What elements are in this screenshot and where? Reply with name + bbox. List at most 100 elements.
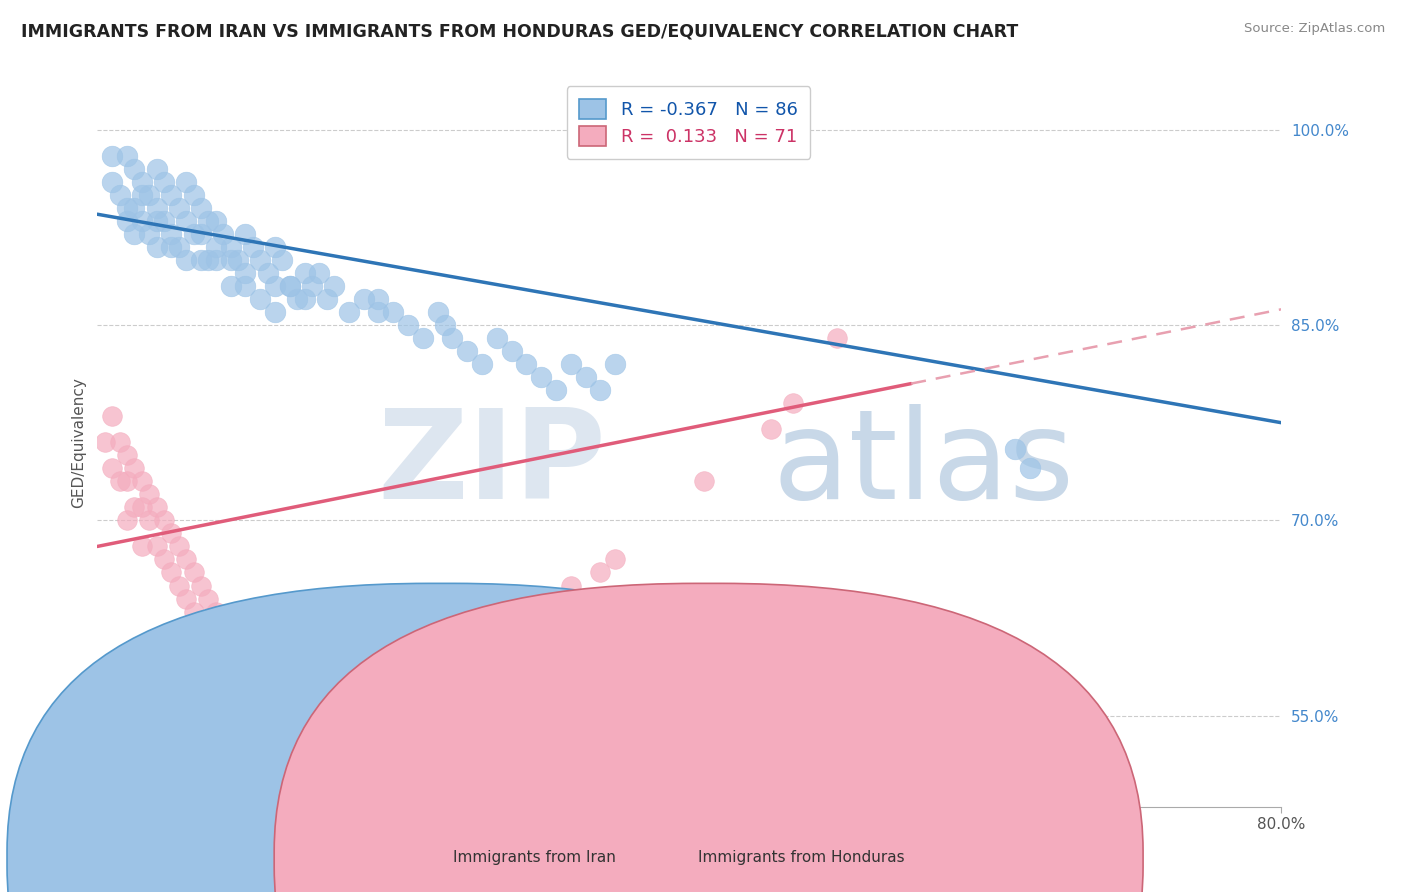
Point bbox=[471, 617, 494, 632]
Point bbox=[131, 475, 153, 489]
Point bbox=[242, 657, 264, 671]
Point bbox=[485, 331, 508, 345]
Legend: R = -0.367   N = 86, R =  0.133   N = 71: R = -0.367 N = 86, R = 0.133 N = 71 bbox=[567, 87, 810, 159]
Point bbox=[145, 240, 167, 254]
Point bbox=[412, 643, 434, 657]
Point bbox=[219, 240, 242, 254]
Point bbox=[174, 252, 197, 267]
Point bbox=[426, 305, 449, 319]
Point bbox=[131, 187, 153, 202]
Point bbox=[138, 187, 160, 202]
Point bbox=[115, 148, 138, 162]
Point bbox=[226, 252, 249, 267]
Point bbox=[396, 318, 419, 332]
Point bbox=[204, 240, 226, 254]
Point bbox=[337, 696, 360, 710]
Point bbox=[167, 201, 190, 215]
Point bbox=[124, 461, 146, 475]
Point bbox=[94, 435, 117, 450]
Point bbox=[101, 175, 124, 189]
Point bbox=[124, 500, 146, 515]
Point bbox=[160, 227, 183, 241]
Point bbox=[337, 305, 360, 319]
Point bbox=[145, 201, 167, 215]
Point bbox=[825, 331, 848, 345]
Point bbox=[124, 201, 146, 215]
Point bbox=[212, 617, 235, 632]
Point bbox=[782, 396, 804, 410]
Point bbox=[233, 643, 256, 657]
Point bbox=[278, 278, 301, 293]
Point bbox=[256, 670, 278, 684]
Point bbox=[367, 292, 389, 306]
Point bbox=[544, 605, 567, 619]
Point bbox=[589, 566, 612, 580]
Point bbox=[160, 566, 183, 580]
Point bbox=[575, 591, 598, 606]
Text: Source: ZipAtlas.com: Source: ZipAtlas.com bbox=[1244, 22, 1385, 36]
Point bbox=[115, 448, 138, 462]
Point bbox=[145, 161, 167, 176]
Point bbox=[434, 318, 457, 332]
Point bbox=[544, 383, 567, 397]
Point bbox=[138, 227, 160, 241]
Point bbox=[308, 266, 330, 280]
Point bbox=[160, 187, 183, 202]
Point bbox=[167, 240, 190, 254]
Point bbox=[264, 240, 287, 254]
Point bbox=[575, 370, 598, 384]
Point bbox=[115, 475, 138, 489]
Point bbox=[183, 187, 205, 202]
Point bbox=[233, 670, 256, 684]
Point bbox=[441, 331, 464, 345]
Point bbox=[456, 643, 478, 657]
Point bbox=[124, 161, 146, 176]
Point bbox=[308, 696, 330, 710]
Point bbox=[101, 148, 124, 162]
Point bbox=[1004, 442, 1026, 456]
Point bbox=[249, 682, 271, 697]
Point bbox=[204, 605, 226, 619]
Point bbox=[197, 591, 219, 606]
Point bbox=[344, 682, 367, 697]
Point bbox=[301, 696, 323, 710]
Point bbox=[167, 578, 190, 592]
Point bbox=[294, 682, 316, 697]
Point bbox=[315, 292, 337, 306]
Point bbox=[131, 500, 153, 515]
Point bbox=[145, 500, 167, 515]
Point bbox=[294, 266, 316, 280]
Point bbox=[605, 552, 627, 566]
Point bbox=[219, 631, 242, 645]
Point bbox=[249, 292, 271, 306]
Point bbox=[124, 227, 146, 241]
Point bbox=[285, 292, 308, 306]
Point bbox=[108, 435, 131, 450]
Point bbox=[693, 475, 716, 489]
Point bbox=[131, 213, 153, 227]
Point bbox=[294, 292, 316, 306]
Text: ZIP: ZIP bbox=[378, 403, 606, 524]
Point bbox=[412, 331, 434, 345]
Point bbox=[101, 409, 124, 424]
Point bbox=[183, 605, 205, 619]
Point bbox=[1018, 461, 1040, 475]
Point bbox=[204, 213, 226, 227]
Point bbox=[145, 213, 167, 227]
Point bbox=[160, 240, 183, 254]
Point bbox=[233, 278, 256, 293]
Point bbox=[560, 357, 582, 371]
Point bbox=[190, 201, 212, 215]
Point bbox=[367, 305, 389, 319]
Point bbox=[115, 513, 138, 527]
Point bbox=[367, 670, 389, 684]
Point bbox=[278, 708, 301, 723]
Point bbox=[131, 175, 153, 189]
Point bbox=[485, 631, 508, 645]
Point bbox=[249, 252, 271, 267]
Point bbox=[183, 227, 205, 241]
Point bbox=[323, 278, 346, 293]
Point bbox=[456, 344, 478, 359]
Point bbox=[605, 357, 627, 371]
Point bbox=[759, 422, 782, 436]
